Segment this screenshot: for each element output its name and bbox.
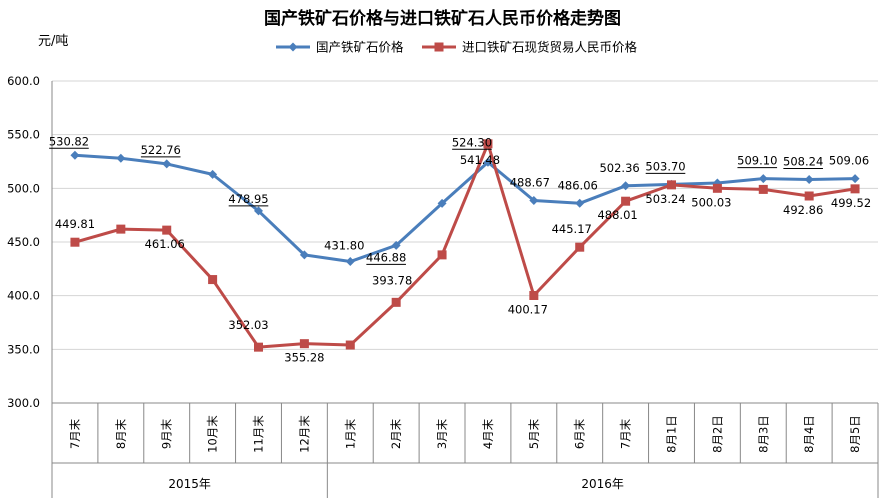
data-point-marker: [483, 157, 493, 167]
y-tick-label: 300.0: [7, 396, 40, 410]
data-label: 355.28: [284, 351, 324, 365]
x-tick-label: 11月末: [252, 415, 266, 453]
data-point-marker: [391, 240, 401, 250]
data-label: 478.95: [228, 192, 268, 206]
x-tick-label: 6月末: [573, 418, 587, 449]
x-tick-label: 7月末: [68, 418, 82, 449]
data-label: 461.06: [145, 237, 185, 251]
data-label: 431.80: [324, 239, 364, 253]
data-point-marker: [391, 297, 401, 307]
x-tick-label: 7月末: [619, 418, 633, 449]
y-axis-unit-label: 元/吨: [38, 34, 69, 49]
data-point-marker: [850, 174, 860, 184]
x-tick-label: 8月3日: [756, 415, 770, 453]
y-tick-label: 450.0: [7, 235, 40, 249]
x-group-label: 2015年: [168, 477, 211, 491]
x-tick-label: 2月末: [389, 418, 403, 449]
data-label: 524.30: [452, 135, 492, 149]
x-tick-label: 8月末: [114, 418, 128, 449]
data-point-marker: [162, 159, 172, 169]
x-tick-label: 3月末: [435, 418, 449, 449]
data-point-marker: [575, 198, 585, 208]
x-tick-label: 12月末: [297, 415, 311, 453]
data-point-marker: [208, 275, 218, 285]
series-line: [74, 142, 856, 349]
x-tick-label: 8月1日: [665, 415, 679, 453]
legend-label: 进口铁矿石现货贸易人民币价格: [462, 40, 638, 55]
data-point-marker: [70, 150, 80, 160]
series-line: [74, 153, 856, 264]
data-point-marker: [621, 196, 631, 206]
y-tick-label: 400.0: [7, 289, 40, 303]
x-tick-label: 1月末: [343, 418, 357, 449]
legend-marker: [288, 42, 298, 52]
data-point-marker: [299, 250, 309, 260]
data-label: 488.01: [597, 208, 637, 222]
data-label: 502.36: [599, 161, 639, 175]
data-point-marker: [483, 139, 493, 149]
x-tick-label: 4月末: [481, 418, 495, 449]
data-label: 508.24: [783, 154, 823, 168]
data-point-marker: [758, 184, 768, 194]
data-point-marker: [345, 340, 355, 350]
data-point-marker: [254, 206, 263, 216]
data-point-marker: [804, 191, 814, 201]
data-point-marker: [529, 195, 539, 205]
x-tick-label: 10月末: [206, 415, 220, 453]
y-tick-label: 500.0: [7, 181, 40, 195]
data-point-marker: [437, 250, 447, 260]
data-point-marker: [621, 181, 631, 191]
data-point-marker: [712, 183, 722, 193]
data-label: 492.86: [783, 203, 823, 217]
legend-label: 国产铁矿石价格: [316, 40, 404, 55]
data-label: 393.78: [372, 273, 412, 287]
x-tick-label: 8月4日: [802, 415, 816, 453]
data-point-marker: [162, 225, 172, 235]
data-label: 503.24: [645, 192, 685, 206]
data-point-marker: [758, 174, 768, 184]
data-label: 400.17: [508, 302, 548, 316]
data-point-marker: [804, 174, 814, 184]
x-tick-label: 5月末: [527, 418, 541, 449]
x-tick-label: 8月2日: [710, 415, 724, 453]
x-tick-label: 9月末: [160, 418, 174, 449]
x-group-label: 2016年: [581, 477, 624, 491]
data-point-marker: [575, 242, 585, 252]
data-label: 522.76: [141, 143, 181, 157]
data-label: 509.06: [829, 154, 869, 168]
data-label: 488.67: [510, 175, 550, 189]
data-label: 509.10: [737, 154, 777, 168]
data-label: 530.82: [49, 134, 89, 148]
data-label: 352.03: [228, 318, 268, 332]
y-tick-label: 550.0: [7, 128, 40, 142]
data-point-marker: [208, 169, 218, 179]
data-point-marker: [299, 339, 309, 349]
data-label: 503.70: [645, 159, 685, 173]
data-label: 486.06: [558, 178, 598, 192]
data-label: 449.81: [55, 217, 95, 231]
data-label: 499.52: [831, 196, 871, 210]
data-point-marker: [529, 290, 539, 300]
x-tick-label: 8月5日: [848, 415, 862, 453]
data-label: 445.17: [552, 222, 592, 236]
legend-marker: [434, 42, 444, 52]
data-point-marker: [437, 198, 447, 208]
data-point-marker: [116, 153, 126, 163]
data-label: 500.03: [691, 195, 731, 209]
data-point-marker: [667, 180, 676, 190]
y-tick-label: 600.0: [7, 74, 40, 88]
y-tick-label: 350.0: [7, 342, 40, 356]
data-label: 541.48: [460, 153, 500, 167]
data-point-marker: [850, 184, 860, 194]
data-point-marker: [70, 237, 80, 247]
data-point-marker: [254, 342, 263, 352]
data-point-marker: [116, 224, 126, 234]
data-point-marker: [345, 257, 355, 267]
chart-title: 国产铁矿石价格与进口铁矿石人民币价格走势图: [264, 9, 621, 29]
data-label: 446.88: [366, 250, 406, 264]
